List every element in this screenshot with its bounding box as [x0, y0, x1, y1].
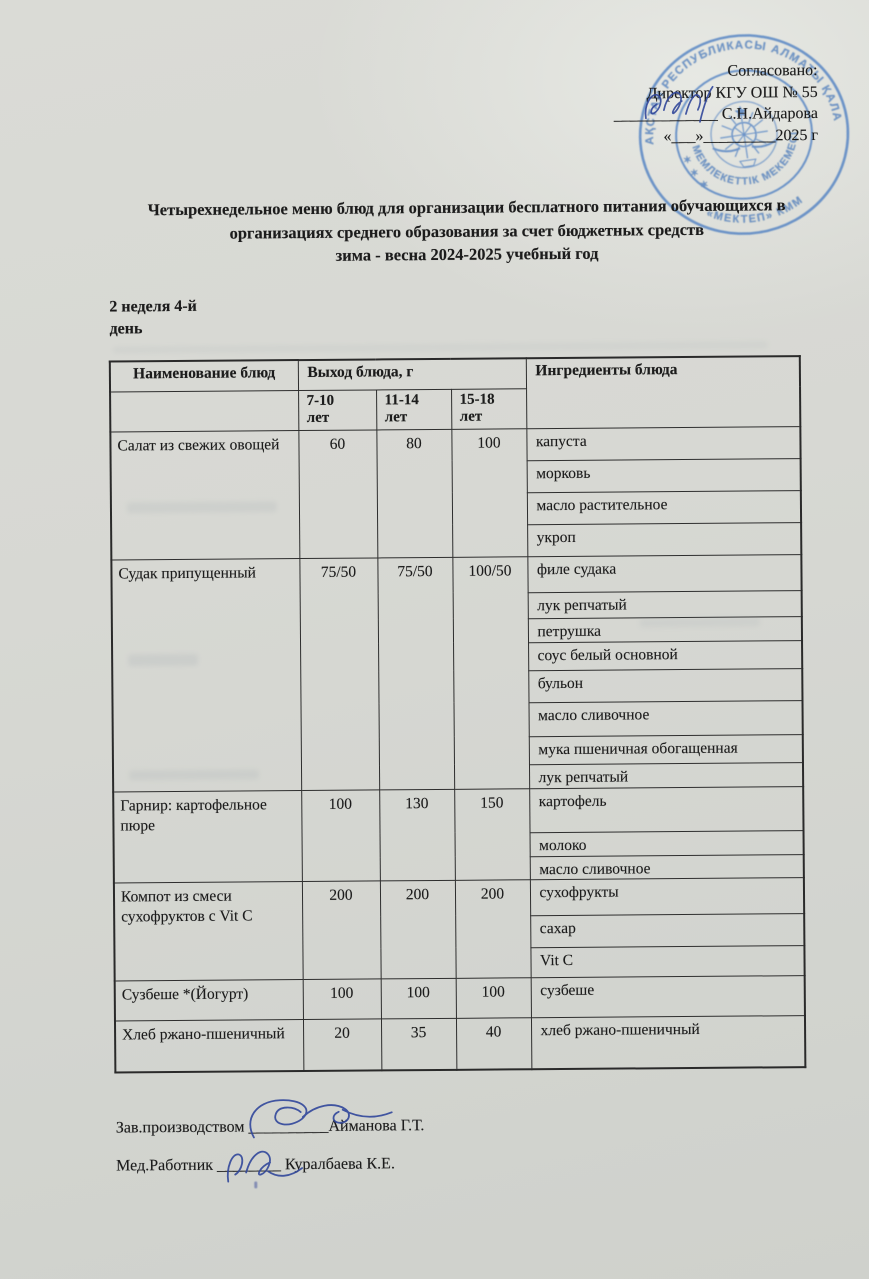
portion-cell: 20 — [302, 1018, 382, 1072]
ingredient-cell: сахар — [530, 913, 805, 948]
director-name: С.Н.Айдарова — [721, 104, 818, 123]
portion-cell: 150 — [454, 788, 530, 880]
portion-cell: 60 — [298, 429, 378, 559]
bleedthrough-smudge — [128, 653, 199, 667]
stamp-star: ✶ — [683, 155, 693, 167]
col-header-age-7-10: 7-10 лет — [298, 389, 377, 431]
menu-table-body: Салат из свежих овощей 60 80 100 капуста морк… — [110, 426, 806, 1073]
portion-cell: 35 — [380, 1017, 457, 1071]
portion-cell: 200 — [379, 879, 456, 979]
portion-cell: 75/50 — [377, 556, 455, 790]
table-header-row: Наименование блюд Выход блюда, г Ингреди… — [109, 356, 801, 429]
table-row: Сузбеше *(Йогурт) 100 100 100 сузбеше — [114, 975, 805, 1021]
portion-cell: 130 — [379, 788, 455, 881]
dish-cell: Хлеб ржано-пшеничный — [114, 1019, 304, 1073]
bleedthrough-smudge — [129, 769, 260, 781]
menu-table: Наименование блюд Выход блюда, г Ингреди… — [108, 355, 807, 1074]
ingredient-cell: хлеб ржано-пшеничный — [530, 1015, 806, 1070]
ingredient-cell: молоко — [529, 830, 804, 857]
table-row: Хлеб ржано-пшеничный 20 35 40 хлеб ржано-пше… — [114, 1015, 806, 1073]
ingredient-cell: бульон — [528, 668, 803, 703]
ingredient-cell: масло растительное — [526, 490, 802, 525]
portion-cell: 100/50 — [452, 556, 530, 789]
ingredient-cell: мука пшеничная обогащенная — [528, 734, 803, 765]
signature-role: Мед.Работник — [116, 1156, 214, 1175]
stamp-emblem-icon — [710, 100, 779, 169]
dish-cell: Компот из смеси сухофруктов с Vit C — [113, 881, 303, 981]
col-header-age-15-18: 15-18 лет — [451, 388, 527, 429]
title-line-3: зима - весна 2024-2025 учебный год — [335, 243, 599, 265]
signature-role: Зав.производством — [115, 1118, 245, 1137]
pen-mark — [254, 1181, 258, 1189]
col-header-ingredients: Ингредиенты блюда — [525, 356, 801, 429]
bleedthrough-smudge — [126, 501, 277, 514]
dish-cell: Судак припущенный — [111, 558, 302, 792]
dish-cell: Салат из свежих овощей — [110, 430, 300, 560]
stamp-star: ✶ — [690, 168, 700, 180]
manager-signature-scribble — [249, 1099, 393, 1139]
col-header-dish-name: Наименование блюд — [109, 360, 299, 392]
portion-cell: 40 — [455, 1017, 532, 1070]
portion-cell: 200 — [301, 880, 381, 980]
portion-cell: 75/50 — [299, 557, 380, 791]
week-day-label: 2 неделя 4-й день — [109, 297, 197, 338]
portion-cell: 200 — [454, 879, 531, 978]
stamp-star: ✶ — [699, 179, 709, 191]
menu-table-head: Наименование блюд Выход блюда, г Ингреди… — [109, 356, 801, 432]
bleedthrough-smudge — [639, 617, 760, 628]
dish-cell: Гарнир: картофельное пюре — [113, 790, 302, 883]
stamp-inner-ring — [675, 69, 813, 200]
ingredient-cell: масло сливочное — [528, 700, 803, 737]
ingredient-cell: филе судака — [527, 554, 802, 593]
col-header-output: Выход блюда, г — [297, 358, 527, 391]
portion-cell: 80 — [376, 428, 453, 558]
ingredient-cell: укроп — [527, 522, 802, 557]
official-round-stamp-icon: ҚАЗАҚСТАН РЕСПУБЛИКАСЫ АЛМАТЫ ҚАЛАСЫ «МЕ… — [631, 30, 850, 235]
table-row: Компот из смеси сухофруктов с Vit C 200 20… — [113, 877, 805, 981]
portion-cell: 100 — [302, 978, 381, 1020]
ingredient-cell: соус белый основной — [528, 640, 803, 671]
ingredient-cell: Vit C — [530, 945, 805, 978]
ingredient-cell: морковь — [526, 458, 801, 493]
empty-header-cell — [110, 390, 299, 432]
ingredient-cell: сузбеше — [530, 975, 805, 1018]
ingredient-cell: капуста — [526, 426, 801, 461]
ingredient-cell: лук репчатый — [528, 762, 804, 789]
col-header-age-11-14: 11-14 лет — [376, 388, 452, 430]
table-row: Судак припущенный 75/50 75/50 100/50 филе су… — [111, 554, 802, 792]
bleedthrough-smudge — [112, 341, 768, 354]
portion-cell: 100 — [455, 977, 531, 1018]
portion-cell: 100 — [451, 428, 528, 557]
document-title: Четырехнедельное меню блюд для организац… — [92, 193, 843, 269]
ingredient-cell: лук репчатый — [527, 590, 802, 619]
table-row: Салат из свежих овощей 60 80 100 капуста — [110, 426, 801, 560]
ingredient-cell: сухофрукты — [529, 877, 805, 916]
portion-cell: 100 — [301, 789, 380, 882]
agreed-label: Согласовано: — [727, 61, 818, 80]
medworker-signature-scribble — [226, 1150, 304, 1183]
stamp-outer-ring — [638, 34, 850, 235]
portion-cell: 100 — [380, 977, 456, 1019]
table-row: Гарнир: картофельное пюре 100 130 150 картоф… — [113, 786, 804, 883]
dish-cell: Сузбеше *(Йогурт) — [114, 979, 303, 1021]
director-signature-scribble — [644, 85, 714, 123]
ingredient-cell: картофель — [529, 786, 804, 833]
ingredient-cell: масло сливочное — [529, 854, 804, 880]
